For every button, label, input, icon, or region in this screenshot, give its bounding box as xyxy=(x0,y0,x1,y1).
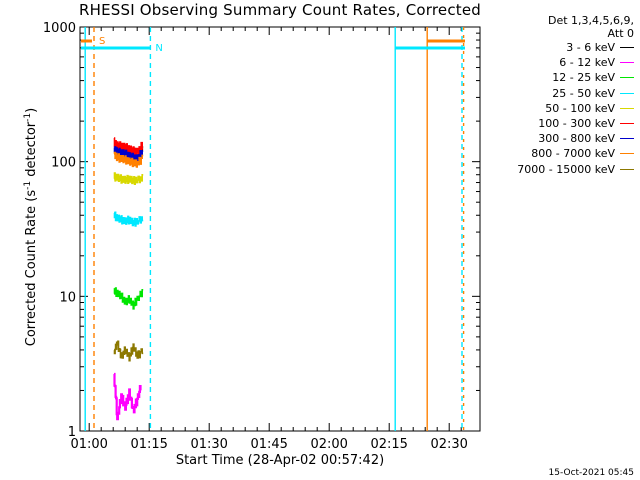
series-line xyxy=(113,372,142,421)
legend-entry-label: 50 - 100 keV xyxy=(545,101,615,115)
y-tick-label: 1 xyxy=(68,425,76,440)
annotation-S: S xyxy=(99,36,105,47)
legend-swatch xyxy=(620,47,634,49)
legend-swatch xyxy=(620,62,634,64)
y-axis-label-mid: detector xyxy=(24,121,40,181)
x-tick-label: 01:45 xyxy=(250,437,287,452)
legend-entry: 25 - 50 keV xyxy=(482,86,634,101)
x-tick-label: 01:30 xyxy=(190,437,227,452)
series-group xyxy=(113,137,144,421)
legend-swatch xyxy=(620,153,634,155)
y-tick-label: 10 xyxy=(59,290,76,305)
x-tick-label: 02:15 xyxy=(370,437,407,452)
legend-swatch xyxy=(620,107,634,109)
legend-rows: 3 - 6 keV 6 - 12 keV 12 - 25 keV 25 - 50 ke… xyxy=(482,40,634,177)
y-axis-label-sup2: -1 xyxy=(22,112,33,122)
series-line xyxy=(113,146,144,163)
legend-entry: 100 - 300 keV xyxy=(482,116,634,131)
y-tick-label: 1000 xyxy=(43,21,76,36)
legend: Det 1,3,4,5,6,9, Att 0 3 - 6 keV 6 - 12 k… xyxy=(482,14,634,177)
legend-entry-label: 800 - 7000 keV xyxy=(531,147,615,161)
series-line xyxy=(113,287,144,310)
legend-entry-label: 7000 - 15000 keV xyxy=(517,162,615,176)
footer-timestamp: 15-Oct-2021 05:45 xyxy=(548,468,634,478)
series-line xyxy=(113,151,144,168)
x-axis-label: Start Time (28-Apr-02 00:57:42) xyxy=(175,453,385,468)
legend-entry: 7000 - 15000 keV xyxy=(482,162,634,177)
legend-entry-label: 100 - 300 keV xyxy=(538,117,615,131)
x-tick-label: 01:00 xyxy=(70,437,107,452)
x-tick-label: 02:30 xyxy=(430,437,467,452)
annotation-N: N xyxy=(155,43,162,54)
y-axis-label-end: ) xyxy=(24,107,40,113)
series-line xyxy=(113,340,144,362)
y-axis-label-sup1: -1 xyxy=(22,180,33,190)
y-axis-label-main: Corrected Count Rate (s xyxy=(24,189,40,347)
y-axis-label: Corrected Count Rate (s-1 detector-1) xyxy=(23,108,39,346)
legend-swatch xyxy=(620,123,634,125)
legend-header-1: Det 1,3,4,5,6,9, xyxy=(547,14,634,27)
legend-swatch xyxy=(620,168,634,170)
series-line xyxy=(113,172,144,185)
chart-title: RHESSI Observing Summary Count Rates, Co… xyxy=(78,1,481,19)
legend-entry-label: 3 - 6 keV xyxy=(566,41,615,55)
legend-entry-label: 12 - 25 keV xyxy=(552,71,615,85)
legend-entry: 800 - 7000 keV xyxy=(482,146,634,161)
y-tick-label: 100 xyxy=(51,156,76,171)
legend-entry-label: 300 - 800 keV xyxy=(538,132,615,146)
legend-entry: 50 - 100 keV xyxy=(482,101,634,116)
plot-frame xyxy=(79,26,481,432)
x-tick-label: 01:15 xyxy=(130,437,167,452)
legend-swatch xyxy=(620,77,634,79)
legend-header-2: Att 0 xyxy=(607,27,634,40)
legend-swatch xyxy=(620,138,634,140)
legend-entry-label: 25 - 50 keV xyxy=(552,86,615,100)
legend-entry: 300 - 800 keV xyxy=(482,131,634,146)
legend-swatch xyxy=(620,92,634,94)
legend-entry: 6 - 12 keV xyxy=(482,55,634,70)
legend-entry-label: 6 - 12 keV xyxy=(559,56,615,70)
series-line xyxy=(113,211,144,227)
x-tick-label: 02:00 xyxy=(310,437,347,452)
legend-entry: 12 - 25 keV xyxy=(482,70,634,85)
legend-entry: 3 - 6 keV xyxy=(482,40,634,55)
